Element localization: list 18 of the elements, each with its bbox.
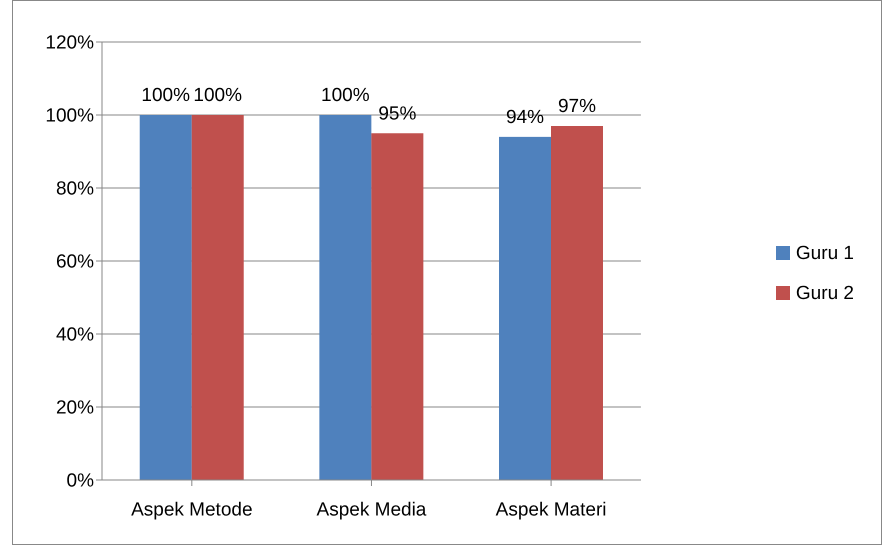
y-tick-label: 40%: [56, 324, 94, 346]
y-tick-label: 80%: [56, 178, 94, 200]
y-tick-label: 0%: [66, 470, 94, 492]
data-label: 95%: [378, 103, 416, 124]
x-tick-label: Aspek Materi: [496, 499, 607, 520]
x-tick-label: Aspek Media: [316, 499, 427, 520]
x-tick-label: Aspek Metode: [131, 499, 253, 520]
legend-label: Guru 2: [796, 282, 854, 304]
data-label: 100%: [193, 85, 242, 106]
data-label: 97%: [558, 96, 596, 117]
data-label: 94%: [506, 106, 544, 128]
y-tick-label: 60%: [56, 252, 94, 273]
legend-label: Guru 1: [796, 242, 854, 264]
data-label: 100%: [321, 85, 370, 106]
y-tick-label: 20%: [56, 398, 94, 419]
y-tick-label: 100%: [45, 106, 94, 127]
y-tick-label: 120%: [45, 32, 94, 54]
data-label: 100%: [141, 85, 190, 106]
